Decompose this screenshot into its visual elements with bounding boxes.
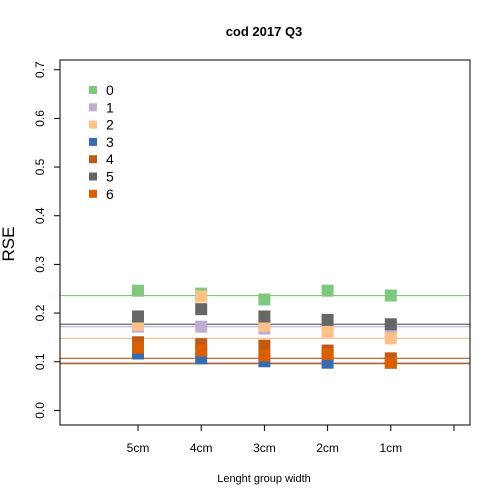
point-series-1 bbox=[195, 320, 208, 333]
y-tick-label: 0.5 bbox=[33, 158, 47, 175]
legend-label-6: 6 bbox=[106, 186, 114, 202]
y-axis: 0.0 0.1 0.2 0.3 0.4 0.5 0.6 0.7 bbox=[33, 61, 60, 419]
y-tick-label: 0.3 bbox=[33, 256, 47, 273]
plot-frame bbox=[59, 59, 471, 426]
x-tick-label: 4cm bbox=[190, 441, 213, 455]
legend: 01 234 56 bbox=[89, 82, 114, 202]
legend-swatch-3 bbox=[89, 137, 97, 146]
y-tick-label: 0.7 bbox=[33, 61, 47, 78]
point-series-4 bbox=[258, 339, 271, 352]
y-tick-label: 0.0 bbox=[33, 402, 47, 419]
y-tick-label: 0.2 bbox=[33, 304, 47, 321]
y-tick-label: 0.6 bbox=[33, 110, 47, 127]
point-series-5 bbox=[132, 310, 144, 323]
legend-label-4: 4 bbox=[106, 151, 114, 167]
point-series-0 bbox=[258, 293, 271, 306]
point-series-2 bbox=[321, 325, 334, 338]
point-series-6 bbox=[384, 356, 397, 369]
x-tick-label: 5cm bbox=[127, 441, 150, 455]
point-series-5 bbox=[384, 318, 397, 331]
legend-label-3: 3 bbox=[106, 134, 114, 150]
legend-swatch-0 bbox=[89, 86, 97, 94]
legend-swatch-1 bbox=[89, 103, 97, 112]
point-series-5 bbox=[321, 313, 334, 326]
x-axis: 5cm 4cm 3cm 2cm 1cm bbox=[127, 425, 455, 455]
point-series-0 bbox=[384, 289, 397, 302]
legend-swatch-6 bbox=[89, 189, 97, 198]
point-series-2 bbox=[195, 290, 208, 303]
point-series-0 bbox=[132, 284, 144, 297]
point-series-2 bbox=[384, 332, 397, 345]
legend-label-1: 1 bbox=[106, 99, 114, 115]
legend-swatch-2 bbox=[89, 120, 97, 129]
legend-label-2: 2 bbox=[106, 117, 114, 133]
x-tick-label: 1cm bbox=[379, 441, 402, 455]
point-series-0 bbox=[321, 284, 334, 297]
chart-title: cod 2017 Q3 bbox=[226, 24, 303, 39]
point-series-6 bbox=[258, 349, 271, 362]
y-axis-label: RSE bbox=[0, 227, 18, 262]
x-axis-label: Lenght group width bbox=[217, 473, 311, 485]
point-series-6 bbox=[321, 347, 334, 360]
point-series-2 bbox=[258, 319, 271, 332]
point-series-5 bbox=[258, 310, 271, 323]
legend-label-0: 0 bbox=[106, 82, 114, 98]
legend-label-5: 5 bbox=[106, 169, 114, 185]
x-tick-label: 2cm bbox=[316, 441, 339, 455]
legend-swatch-5 bbox=[89, 172, 97, 181]
point-series-6 bbox=[132, 341, 144, 354]
point-series-6 bbox=[195, 344, 208, 357]
legend-swatch-4 bbox=[89, 155, 97, 164]
y-tick-label: 0.4 bbox=[33, 207, 47, 224]
x-tick-label: 3cm bbox=[253, 441, 276, 455]
point-series-5 bbox=[195, 303, 208, 316]
plot-area bbox=[60, 284, 470, 369]
y-tick-label: 0.1 bbox=[33, 353, 47, 370]
